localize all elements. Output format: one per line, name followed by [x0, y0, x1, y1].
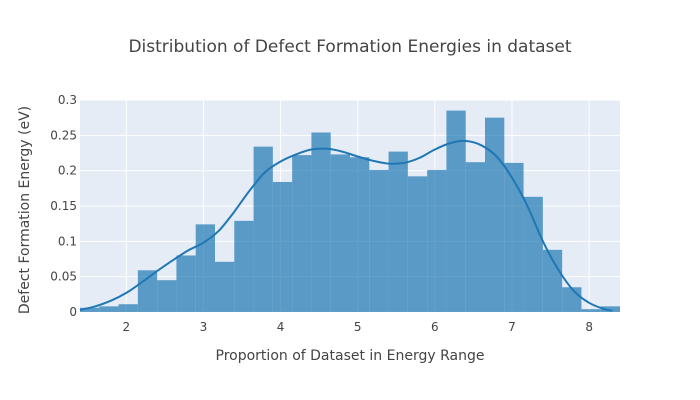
histogram-bar	[581, 309, 601, 312]
histogram-bar	[80, 307, 100, 312]
histogram-bar	[427, 169, 447, 312]
histogram-bar	[465, 162, 485, 312]
histogram-bar	[350, 157, 370, 312]
histogram-bar	[504, 162, 524, 312]
histogram-bar	[176, 255, 196, 312]
histogram-bar	[388, 151, 408, 312]
y-axis-ticks: 0 0.05 0.1 0.15 0.2 0.25 0.3	[50, 93, 77, 319]
x-tick-label: 3	[200, 320, 208, 334]
y-tick-label: 0.2	[58, 164, 77, 178]
x-tick-label: 8	[585, 320, 593, 334]
histogram-bar	[407, 176, 428, 312]
histogram-bar	[195, 224, 215, 312]
histogram-bar	[99, 306, 119, 312]
x-tick-label: 4	[277, 320, 285, 334]
histogram-bar	[272, 181, 293, 312]
histogram-bar	[311, 132, 331, 312]
histogram-bar	[562, 287, 582, 312]
histogram-bar	[157, 280, 177, 312]
histogram-bar	[485, 117, 505, 313]
x-tick-label: 7	[508, 320, 516, 334]
histogram-bar	[523, 196, 543, 312]
x-axis-title: Proportion of Dataset in Energy Range	[216, 348, 485, 364]
histogram-bar	[118, 304, 138, 312]
histogram-bar	[137, 270, 158, 312]
histogram-bar	[234, 220, 254, 312]
x-tick-label: 5	[354, 320, 362, 334]
y-tick-label: 0.1	[58, 234, 77, 248]
x-axis-ticks: 2 3 4 5 6 7 8	[122, 320, 592, 334]
x-tick-label: 2	[122, 320, 130, 334]
histogram-bar	[600, 306, 620, 312]
y-tick-label: 0.3	[58, 93, 77, 107]
histogram-bar	[446, 110, 466, 312]
chart-title: Distribution of Defect Formation Energie…	[128, 37, 571, 57]
histogram-bar	[253, 146, 273, 312]
y-tick-label: 0.15	[50, 199, 77, 213]
density-curve	[79, 139, 613, 312]
histogram-bar	[330, 154, 350, 312]
histogram-bar	[542, 249, 563, 312]
histogram-bars	[80, 110, 620, 313]
y-tick-label: 0.05	[50, 270, 77, 284]
y-tick-label: 0.25	[50, 128, 77, 142]
x-tick-label: 6	[431, 320, 439, 334]
y-tick-label: 0	[69, 305, 77, 319]
histogram-bar	[369, 169, 389, 312]
histogram-bar	[215, 261, 235, 312]
y-axis-title: Defect Formation Energy (eV)	[17, 106, 33, 314]
histogram-bar	[292, 155, 312, 312]
